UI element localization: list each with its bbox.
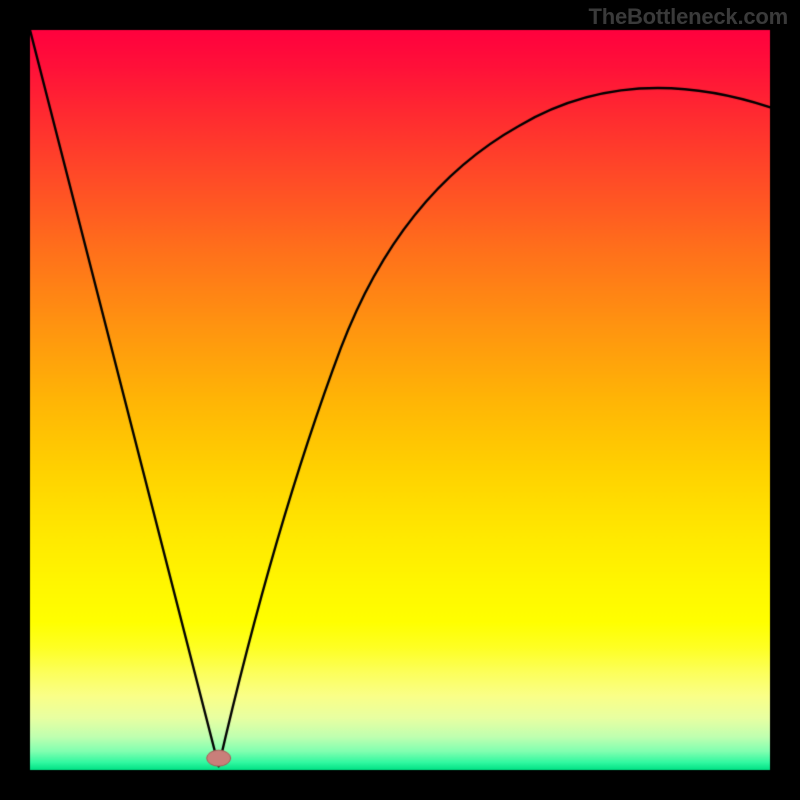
bottleneck-chart-canvas <box>0 0 800 800</box>
chart-container: TheBottleneck.com <box>0 0 800 800</box>
